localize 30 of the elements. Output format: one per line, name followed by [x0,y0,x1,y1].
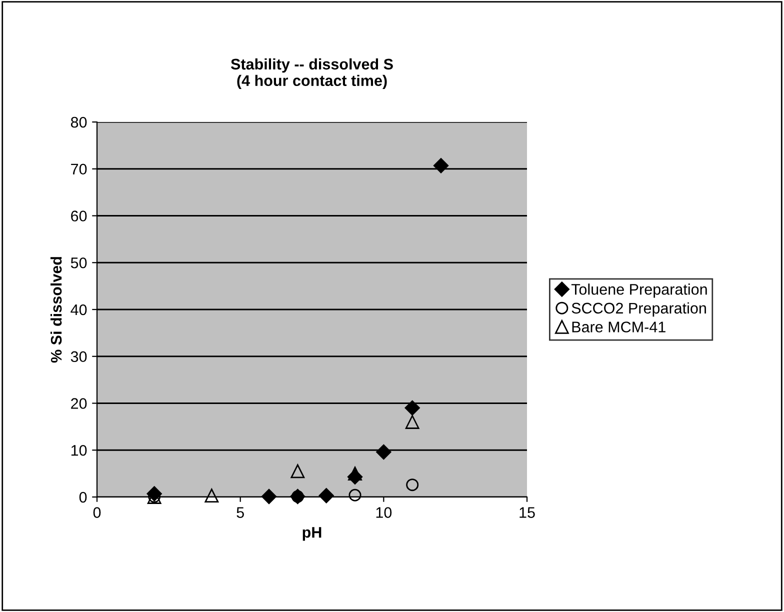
x-tick-label: 15 [520,507,535,518]
legend-label: SCCO2 Preparation [572,302,706,317]
x-axis-title: pH [302,527,322,541]
point [376,444,392,460]
point [404,400,420,416]
y-tick-label: 60 [71,210,87,222]
x-tick-label: 0 [93,507,101,518]
x-tick-label: 5 [236,507,244,518]
x-tick-label: 10 [376,507,392,518]
point [318,488,334,504]
y-tick-label: 80 [70,116,87,128]
point [348,466,362,481]
y-tick-label: 70 [71,164,87,175]
y-tick-label: 10 [71,444,87,456]
y-axis-title: % Si dissolved [50,257,62,363]
point [261,488,277,504]
legend-label: Toluene Preparation [571,284,707,298]
y-tick-label: 0 [79,492,87,503]
y-tick-label: 30 [70,351,87,362]
point [348,488,362,502]
y-tick-label: 20 [71,398,87,409]
point [290,464,305,478]
point [433,158,449,174]
legend-label: Bare MCM-41 [572,322,666,332]
point [204,488,219,503]
point [406,478,419,492]
y-tick-label: 50 [70,257,87,268]
y-tick-label: 40 [70,304,87,316]
chart-title: Stability -- dissolved S (4 hour contact time) [230,58,393,90]
point [405,415,420,429]
